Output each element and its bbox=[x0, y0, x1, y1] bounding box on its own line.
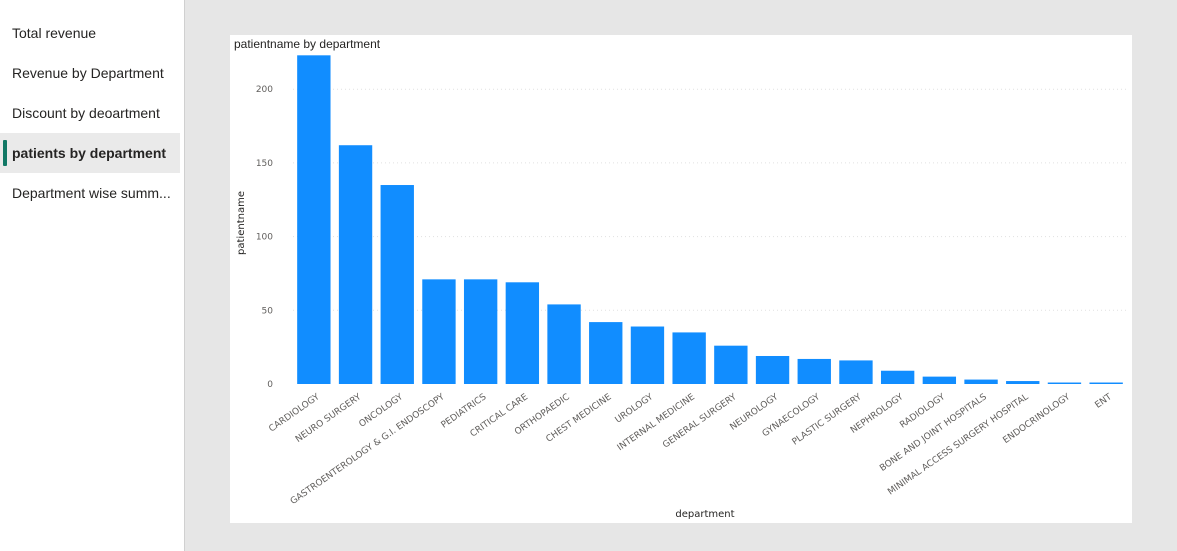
bar[interactable] bbox=[422, 279, 456, 384]
x-axis-title: department bbox=[675, 509, 734, 520]
x-tick-label: GASTROENTEROLOGY & G.I. ENDOSCOPY bbox=[289, 392, 447, 507]
bar[interactable] bbox=[880, 370, 915, 384]
bar[interactable] bbox=[797, 358, 831, 384]
y-tick-label: 200 bbox=[256, 85, 273, 95]
bar[interactable] bbox=[297, 55, 331, 385]
bar[interactable] bbox=[630, 326, 665, 384]
report-canvas[interactable]: patientname by department 0 50 100 150 200 CA… bbox=[230, 35, 1132, 523]
bar[interactable] bbox=[922, 376, 957, 384]
x-tick-label: GENERAL SURGERY bbox=[661, 392, 739, 451]
bar[interactable] bbox=[672, 332, 706, 384]
page-tab-label: Discount by deoartment bbox=[12, 105, 160, 121]
y-tick-label: 50 bbox=[262, 306, 274, 316]
page-tab-label: Total revenue bbox=[12, 25, 97, 41]
y-tick-label: 0 bbox=[267, 380, 273, 390]
bar[interactable] bbox=[589, 322, 623, 384]
y-tick-label: 100 bbox=[256, 233, 273, 243]
page-tab-department-wise-summary[interactable]: Department wise summ... bbox=[0, 173, 180, 213]
bar[interactable] bbox=[547, 304, 581, 384]
page-tab-label: Revenue by Department bbox=[12, 65, 164, 81]
active-page-indicator bbox=[3, 140, 7, 166]
page-tab-label: patients by department bbox=[12, 145, 167, 161]
bar[interactable] bbox=[964, 379, 998, 384]
bar[interactable] bbox=[1089, 382, 1123, 384]
x-tick-label: INTERNAL MEDICINE bbox=[616, 392, 697, 453]
bar[interactable] bbox=[755, 355, 790, 384]
page-tab-revenue-by-department[interactable]: Revenue by Department bbox=[0, 53, 180, 93]
y-tick-label: 150 bbox=[256, 159, 273, 169]
page-tab-patients-by-department[interactable]: patients by department bbox=[0, 133, 180, 173]
page-navigation-pane: Total revenue Revenue by Department Disc… bbox=[0, 0, 185, 551]
chart-title: patientname by department bbox=[234, 37, 381, 51]
page-tab-total-revenue[interactable]: Total revenue bbox=[0, 13, 180, 53]
bar[interactable] bbox=[714, 345, 748, 384]
x-tick-label: ENT bbox=[1093, 392, 1114, 411]
bar[interactable] bbox=[505, 282, 540, 384]
page-tab-label: Department wise summ... bbox=[12, 185, 171, 201]
bar[interactable] bbox=[1047, 382, 1082, 384]
page-tab-discount-by-department[interactable]: Discount by deoartment bbox=[0, 93, 180, 133]
x-tick-label: PLASTIC SURGERY bbox=[791, 392, 864, 448]
y-axis-title: patientname bbox=[236, 191, 247, 255]
bar[interactable] bbox=[463, 279, 498, 384]
bar[interactable] bbox=[839, 360, 873, 384]
bar[interactable] bbox=[338, 145, 373, 384]
bar[interactable] bbox=[380, 185, 414, 384]
bar[interactable] bbox=[1006, 381, 1040, 384]
